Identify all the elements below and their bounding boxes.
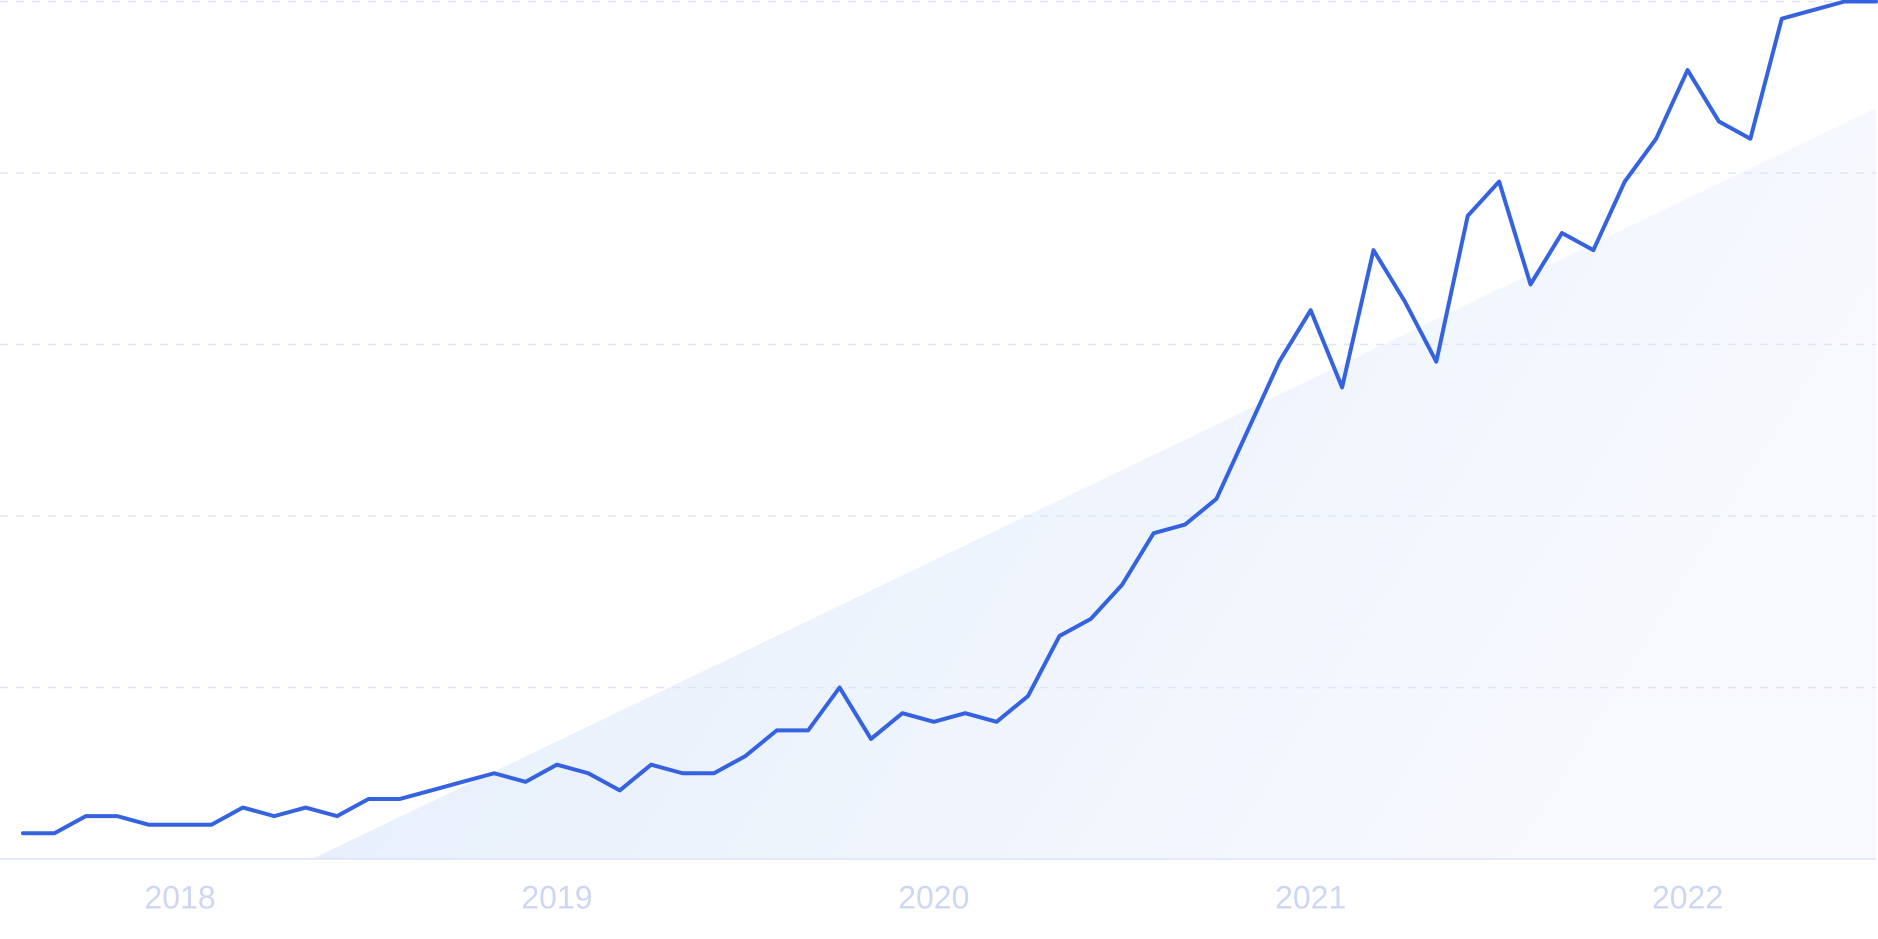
x-tick-label: 2018: [144, 879, 215, 915]
trend-area: [312, 108, 1876, 859]
x-tick-label: 2022: [1652, 879, 1723, 915]
grid: [0, 0, 1876, 860]
x-tick-label: 2019: [521, 879, 592, 915]
x-tick-label: 2021: [1275, 879, 1346, 915]
x-axis: 2018 2019 2020 2021 2022: [144, 879, 1723, 915]
plot: [21, 0, 1878, 836]
x-tick-label: 2020: [898, 879, 969, 915]
line-series: [21, 0, 1878, 836]
